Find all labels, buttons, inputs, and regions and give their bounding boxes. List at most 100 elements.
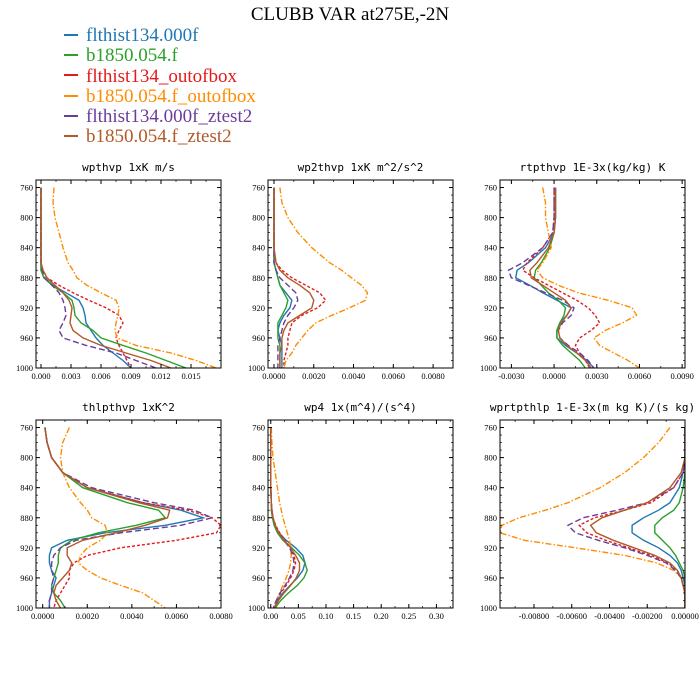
y-tick-label: 880 <box>484 513 497 523</box>
legend-item: b1850.054.f_ztest2 <box>64 127 256 147</box>
x-tick-label: 0.0000 <box>31 611 54 621</box>
y-tick-label: 840 <box>252 243 265 253</box>
y-tick-label: 1000 <box>248 363 265 373</box>
series-line <box>44 427 215 608</box>
y-tick-label: 960 <box>252 573 265 583</box>
y-tick-label: 880 <box>252 513 265 523</box>
x-tick-label: 0.25 <box>401 611 416 621</box>
y-tick-label: 960 <box>20 333 33 343</box>
legend-item: b1850.054.f <box>64 46 256 66</box>
series-line <box>521 187 601 368</box>
legend-item: flthist134_outofbox <box>64 65 256 87</box>
plot-frame <box>35 179 222 369</box>
y-tick-label: 1000 <box>480 603 497 613</box>
series-line <box>40 187 172 368</box>
x-tick-label: 0.0020 <box>302 371 325 381</box>
x-tick-label: 0.00000 <box>671 611 699 621</box>
series-line <box>529 187 592 368</box>
y-tick-label: 880 <box>20 513 33 523</box>
panel-title: rtpthvp 1E-3x(kg/kg) K <box>520 161 666 174</box>
x-tick-label: 0.015 <box>181 371 200 381</box>
panel-title: thlpthvp 1xK^2 <box>82 401 175 414</box>
series-line <box>59 427 166 608</box>
legend-item: b1850.054.f_outofbox <box>64 85 256 107</box>
plot-frame <box>35 419 222 609</box>
panel-5: wp4 1x(m^4)/(s^4)76080084088092096010000… <box>248 401 454 621</box>
panel-title: wprtpthlp 1-E-3x(m kg K)/(s kg) <box>490 401 695 414</box>
series-line <box>500 427 685 608</box>
x-tick-label: 0.0060 <box>165 611 188 621</box>
panel-title: wp4 1x(m^4)/(s^4) <box>304 401 417 414</box>
series-line <box>279 187 369 368</box>
y-tick-label: 960 <box>20 573 33 583</box>
legend-label: flthist134_outofbox <box>86 65 237 87</box>
series-line <box>44 427 221 608</box>
x-tick-label: -0.00800 <box>519 611 549 621</box>
x-tick-label: 0.10 <box>319 611 334 621</box>
series-line <box>589 427 685 608</box>
x-tick-label: 0.006 <box>91 371 110 381</box>
x-tick-label: 0.012 <box>151 371 170 381</box>
y-tick-label: 880 <box>252 273 265 283</box>
y-tick-label: 760 <box>252 183 265 193</box>
x-tick-label: 0.0000 <box>262 371 285 381</box>
y-tick-label: 1000 <box>16 363 33 373</box>
x-tick-label: 0.0060 <box>382 371 405 381</box>
legend: flthist134.000f b1850.054.f flthist134_o… <box>64 26 256 148</box>
plot-frame <box>499 419 686 609</box>
y-tick-label: 760 <box>20 423 33 433</box>
y-tick-label: 920 <box>484 303 497 313</box>
series-line <box>44 427 171 608</box>
panel-1: wpthvp 1xK m/s76080084088092096010000.00… <box>16 161 222 381</box>
y-tick-label: 920 <box>252 303 265 313</box>
x-tick-label: -0.00400 <box>594 611 624 621</box>
x-tick-label: 0.0020 <box>76 611 99 621</box>
y-tick-label: 960 <box>484 573 497 583</box>
x-tick-label: 0.20 <box>374 611 389 621</box>
legend-label: b1850.054.f <box>86 45 178 67</box>
y-tick-label: 760 <box>484 423 497 433</box>
legend-item: flthist134.000f <box>64 26 256 46</box>
legend-swatch <box>64 94 78 97</box>
series-line <box>507 187 595 368</box>
panel-3: rtpthvp 1E-3x(kg/kg) K 760 800 840 880 920 960… <box>480 161 694 381</box>
panel-2: wp2thvp 1xK m^2/s^2 760 800 840 880 920 960 100… <box>248 161 454 381</box>
y-tick-label: 840 <box>484 483 497 493</box>
x-tick-label: 0.0060 <box>628 371 651 381</box>
y-tick-label: 840 <box>484 243 497 253</box>
legend-item: flthist134.000f_ztest2 <box>64 107 256 127</box>
x-tick-label: 0.003 <box>61 371 80 381</box>
panel-4: thlpthvp 1xK^276080084088092096010000.00… <box>16 401 233 621</box>
x-tick-label: -0.00200 <box>632 611 662 621</box>
y-tick-label: 840 <box>20 243 33 253</box>
figure-title: CLUBB VAR at275E,-2N <box>250 4 450 25</box>
panel-title: wp2thvp 1xK m^2/s^2 <box>298 161 424 174</box>
y-tick-label: 800 <box>484 213 497 223</box>
panel-6: wprtpthlp 1-E-3x(m kg K)/(s kg) 760 800 840… <box>480 401 699 621</box>
y-tick-label: 840 <box>252 483 265 493</box>
x-tick-label: 0.0040 <box>120 611 143 621</box>
y-tick-label: 760 <box>20 183 33 193</box>
y-tick-label: 1000 <box>248 603 265 613</box>
series-line <box>536 187 640 368</box>
y-tick-label: 920 <box>484 543 497 553</box>
x-tick-label: -0.00600 <box>557 611 587 621</box>
legend-label: flthist134.000f_ztest2 <box>86 106 253 128</box>
y-tick-label: 920 <box>252 543 265 553</box>
x-tick-label: 0.0030 <box>585 371 608 381</box>
legend-label: flthist134.000f <box>86 25 199 46</box>
y-tick-label: 920 <box>20 303 33 313</box>
x-tick-label: 0.0000 <box>542 371 565 381</box>
legend-swatch <box>64 114 78 117</box>
x-tick-label: 0.15 <box>346 611 361 621</box>
legend-swatch <box>64 33 78 36</box>
y-tick-label: 960 <box>484 333 497 343</box>
y-tick-label: 880 <box>20 273 33 283</box>
x-tick-label: 0.0090 <box>670 371 693 381</box>
series-line <box>566 427 685 608</box>
legend-label: b1850.054.f_outofbox <box>86 85 256 107</box>
x-tick-label: 0.05 <box>291 611 306 621</box>
series-line <box>270 427 306 608</box>
legend-label: b1850.054.f_ztest2 <box>86 126 232 148</box>
